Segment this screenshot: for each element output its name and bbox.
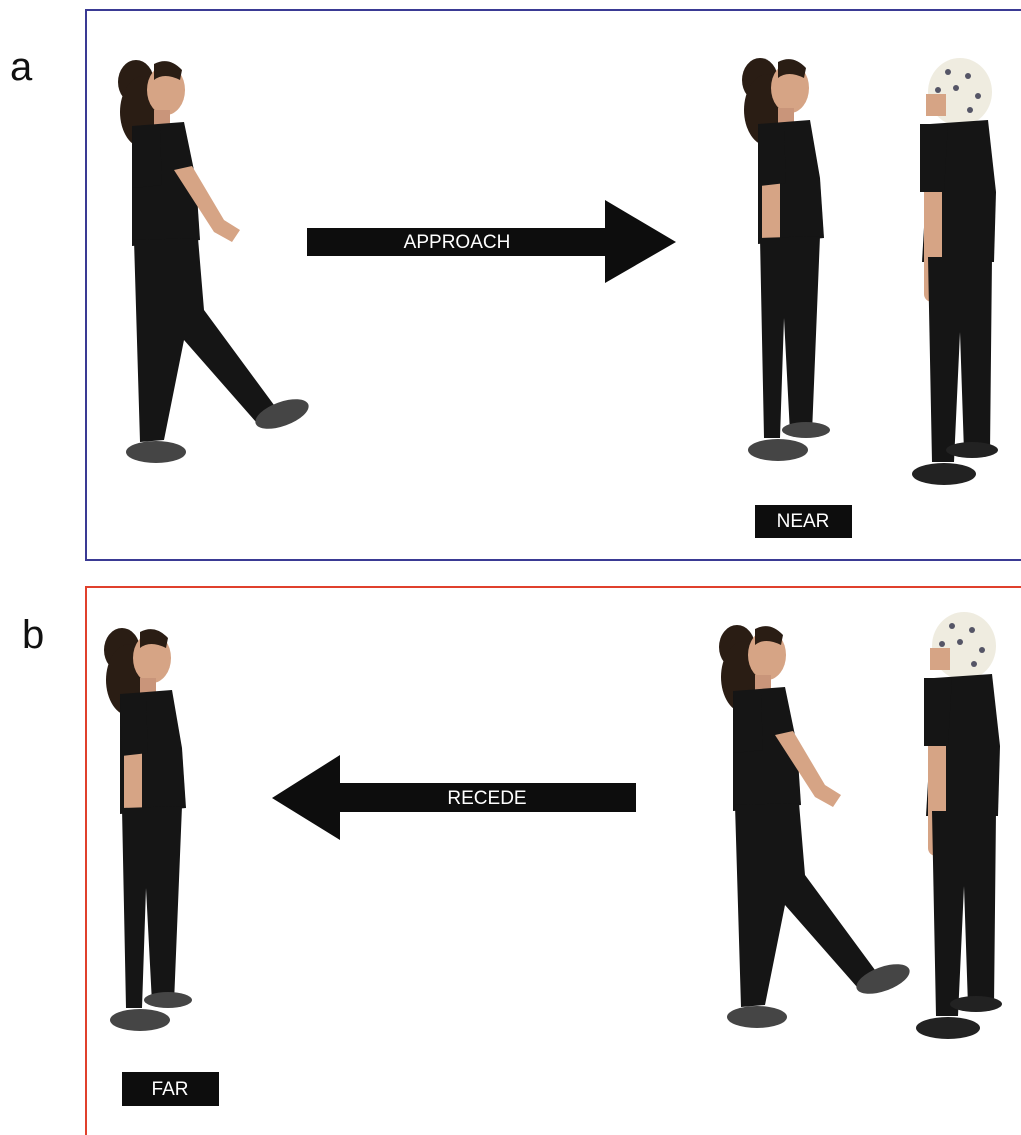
walking-person — [118, 60, 313, 463]
arrow-label: RECEDE — [447, 788, 526, 809]
participant — [912, 58, 998, 485]
position-box — [755, 505, 852, 538]
position-box — [122, 1072, 219, 1106]
standing-person — [104, 628, 192, 1031]
recede-arrow — [272, 755, 636, 840]
approach-arrow — [307, 200, 676, 283]
position-label: FAR — [152, 1079, 189, 1100]
panel-frame — [85, 586, 1021, 1135]
panel-frame — [85, 9, 1021, 561]
walking-person-group — [719, 625, 914, 1028]
standing-person — [742, 58, 830, 461]
participant — [916, 612, 1002, 1039]
walking-person — [719, 625, 914, 1028]
panel-label: a — [10, 45, 33, 89]
arrow-label: APPROACH — [404, 232, 511, 253]
position-label: NEAR — [777, 511, 830, 532]
panel-label: b — [22, 613, 44, 657]
